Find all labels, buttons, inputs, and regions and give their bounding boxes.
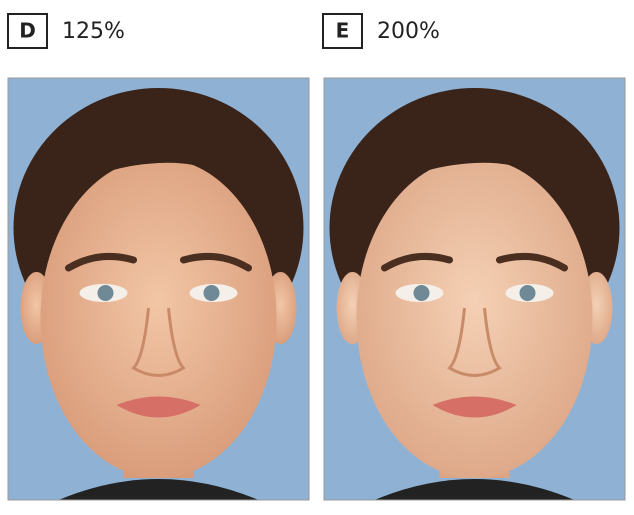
panel-label: 200% — [377, 19, 440, 44]
panel-letter-box — [322, 13, 363, 49]
panel-letter-box — [7, 13, 48, 49]
panel-label: 125% — [62, 19, 125, 44]
face-photo — [9, 78, 309, 500]
face-photo — [325, 78, 625, 500]
panel-letter: D — [19, 19, 36, 43]
photo-border — [323, 77, 626, 501]
photo-border — [7, 77, 310, 501]
panel-letter: E — [336, 19, 350, 43]
